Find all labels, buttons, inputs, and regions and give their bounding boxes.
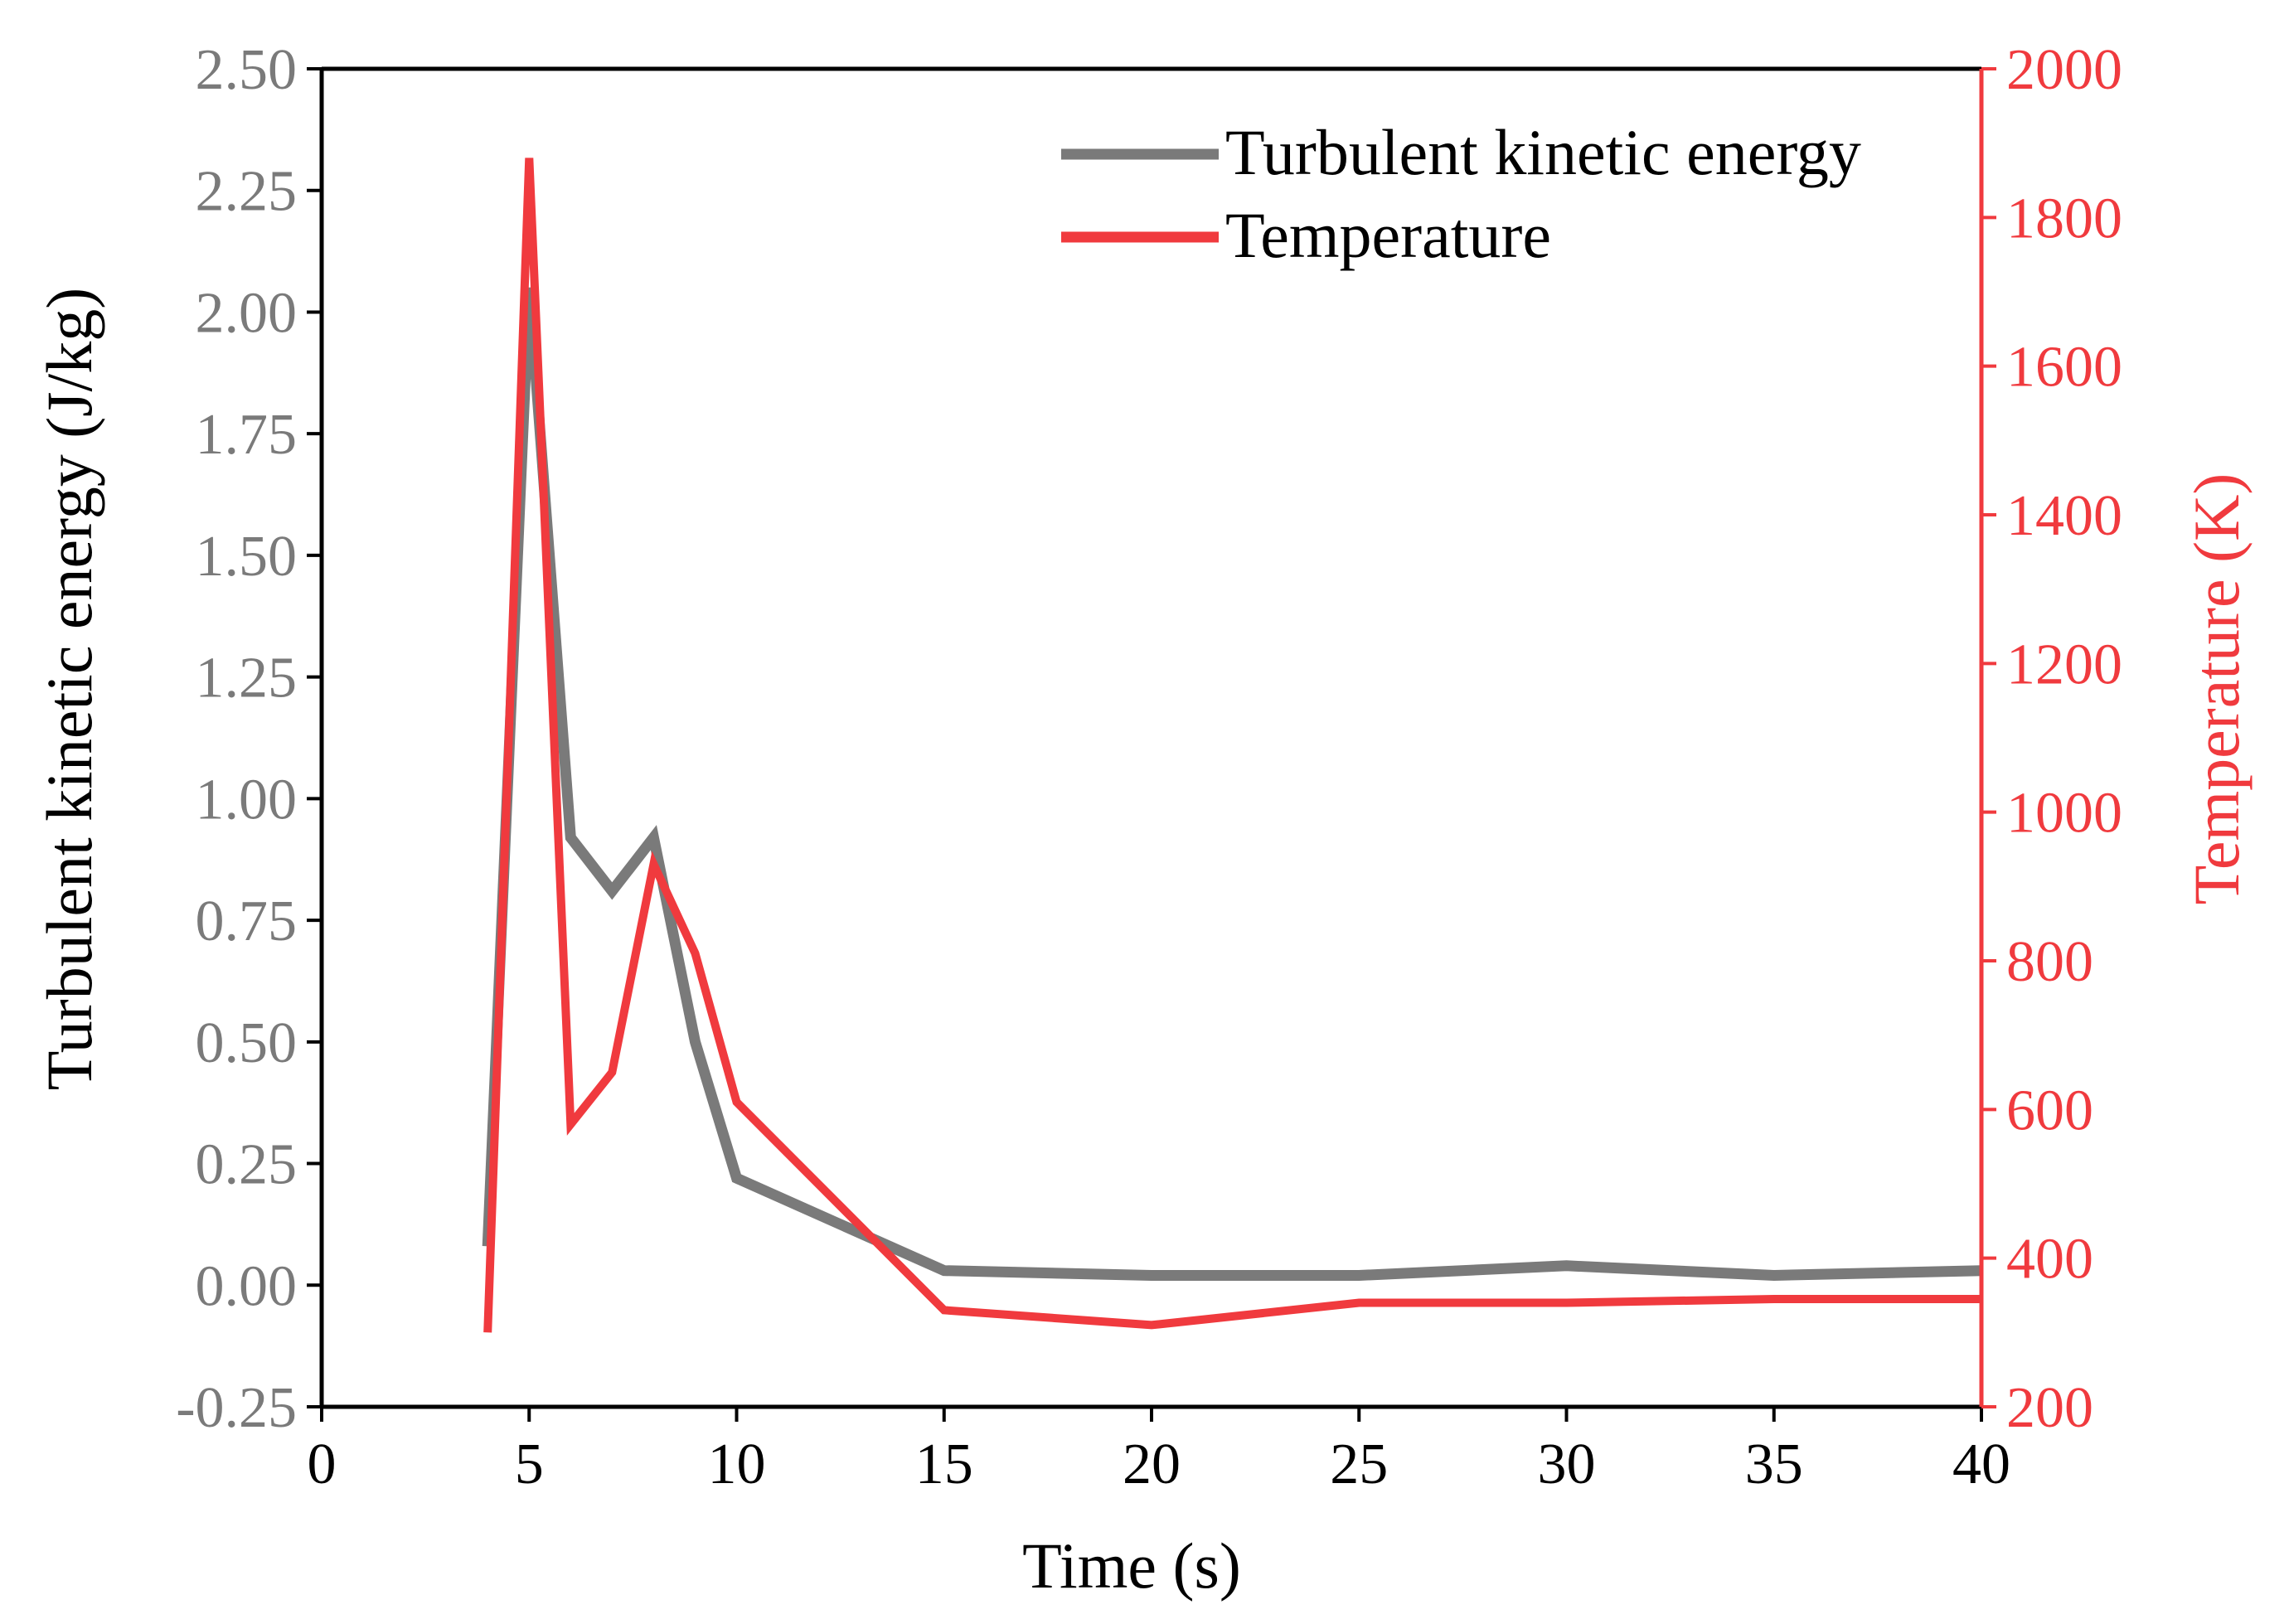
axes: [319, 66, 1984, 1409]
x-tick-label: 5: [515, 1433, 544, 1496]
right-tick-label: 600: [2006, 1079, 2093, 1142]
left-tick-label: 2.00: [196, 281, 298, 345]
left-tick-label: 1.25: [196, 647, 298, 710]
right-axis-title: Temperature (K): [2180, 473, 2253, 905]
x-axis-title: Time (s): [1022, 1529, 1241, 1602]
left-axis-title: Turbulent kinetic energy (J/kg): [33, 288, 105, 1090]
left-tick-label: 0.50: [196, 1011, 298, 1075]
right-tick-label: 1400: [2006, 484, 2122, 548]
legend-label-tke: Turbulent kinetic energy: [1225, 116, 1861, 188]
left-tick-label: 2.25: [196, 160, 298, 224]
right-tick-label: 1200: [2006, 633, 2122, 696]
left-tick-label: 0.25: [196, 1133, 298, 1197]
right-tick-label: 2000: [2006, 38, 2122, 102]
right-tick-label: 800: [2006, 930, 2093, 994]
left-tick-label: 0.75: [196, 890, 298, 953]
left-tick-label: 1.50: [196, 525, 298, 589]
tke-series-line: [482, 287, 1982, 1282]
right-tick-label: 200: [2006, 1376, 2093, 1440]
x-tick-label: 10: [708, 1433, 766, 1496]
left-tick-label: 2.50: [196, 38, 298, 102]
left-tick-label: 0.00: [196, 1254, 298, 1318]
ticks: 0 5 10 15 20 25 30 35 40 -0.25 0.00 0.25 0.50 0.75 1.0…: [176, 38, 2122, 1496]
x-tick-label: 40: [1952, 1433, 2010, 1496]
x-tick-label: 30: [1538, 1433, 1596, 1496]
legend-label-temperature: Temperature: [1225, 199, 1551, 271]
right-tick-label: 1000: [2006, 782, 2122, 846]
x-tick-label: 0: [308, 1433, 337, 1496]
left-tick-label: 1.75: [196, 403, 298, 467]
x-tick-label: 35: [1745, 1433, 1803, 1496]
plot-lines: [482, 158, 1982, 1333]
legend: Turbulent kinetic energy Temperature: [1061, 116, 1861, 271]
left-tick-label: 1.00: [196, 768, 298, 831]
x-tick-label: 15: [915, 1433, 973, 1496]
x-tick-label: 25: [1330, 1433, 1388, 1496]
right-tick-label: 400: [2006, 1228, 2093, 1292]
right-tick-label: 1800: [2006, 187, 2122, 250]
right-tick-label: 1600: [2006, 336, 2122, 400]
left-tick-label: -0.25: [176, 1376, 297, 1440]
x-tick-label: 20: [1123, 1433, 1181, 1496]
temperature-series-line: [483, 158, 1981, 1333]
